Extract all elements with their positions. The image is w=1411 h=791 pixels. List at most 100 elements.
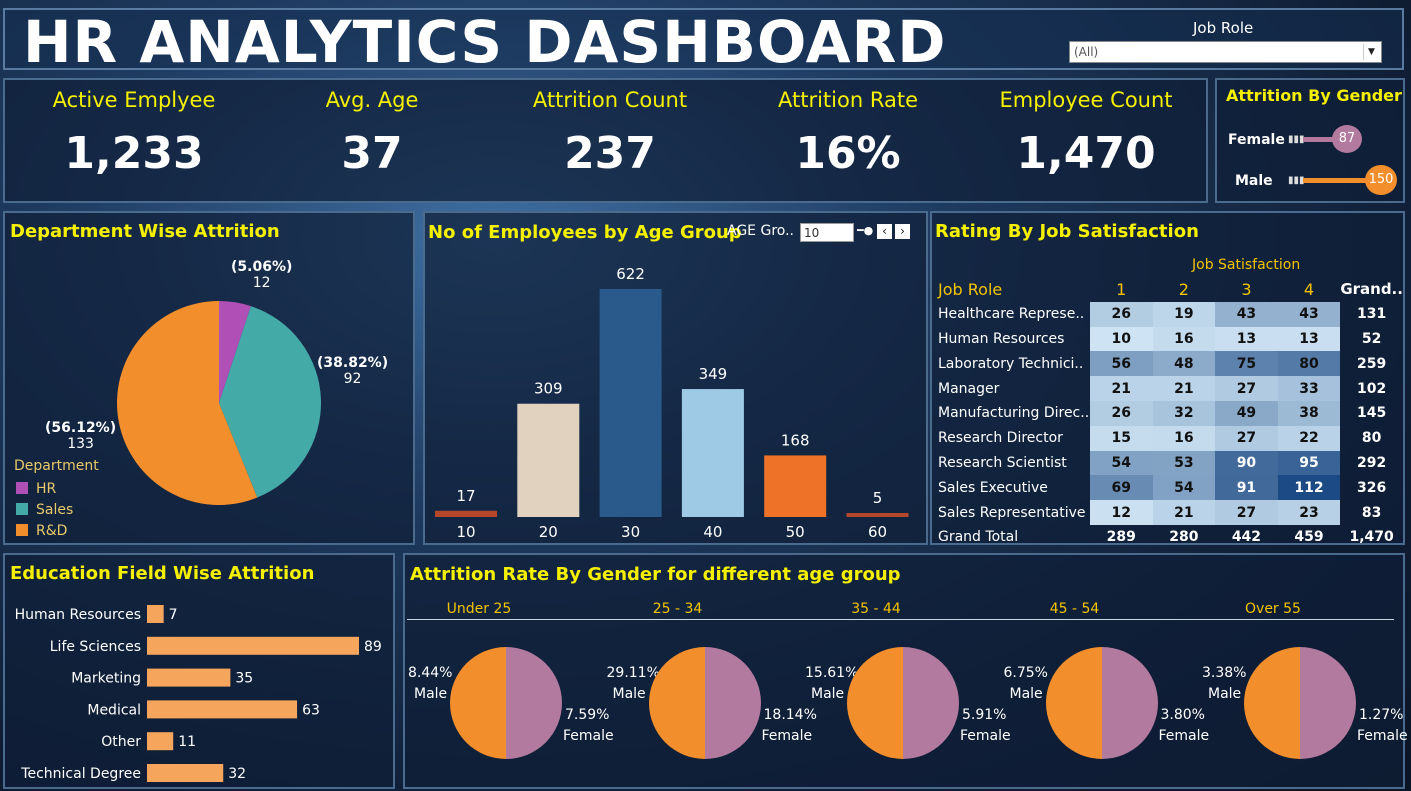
bar-age-30[interactable]: [599, 289, 662, 517]
table-cell[interactable]: 27: [1215, 425, 1278, 451]
table-cell[interactable]: 33: [1277, 376, 1341, 401]
table-cell[interactable]: 90: [1215, 450, 1278, 476]
bar-education[interactable]: [147, 636, 359, 655]
pie-slice-female[interactable]: [506, 647, 562, 759]
table-cell[interactable]: 13: [1277, 326, 1341, 352]
pie-slice-male[interactable]: [847, 647, 903, 759]
department-pie-chart: [116, 301, 321, 505]
table-cell[interactable]: 32: [1152, 400, 1216, 426]
pie-slice-hr[interactable]: [219, 301, 251, 403]
table-cell[interactable]: 75: [1215, 351, 1278, 377]
gender-value-male[interactable]: 150: [1365, 165, 1397, 195]
pie-slice-female[interactable]: [903, 647, 959, 759]
bar-age-40[interactable]: [681, 389, 744, 517]
row-label: Research Scientist: [938, 454, 1067, 471]
table-cell[interactable]: 43: [1215, 301, 1278, 327]
job-role-filter-dropdown[interactable]: (All) ▼: [1069, 41, 1382, 63]
bar-age-10[interactable]: [435, 510, 497, 517]
table-row[interactable]: Research Scientist 54 53 90 95 292: [936, 450, 1403, 476]
pie-slice-sales[interactable]: [219, 306, 321, 498]
legend-item-hr[interactable]: HR: [16, 481, 73, 502]
gender-value-female[interactable]: 87: [1332, 125, 1362, 153]
gender-pie[interactable]: [448, 645, 568, 765]
table-cell[interactable]: 16: [1152, 425, 1216, 451]
pie-slice-female[interactable]: [1300, 647, 1356, 759]
table-cell[interactable]: 12: [1089, 500, 1153, 525]
bar-education[interactable]: [147, 764, 224, 782]
table-cell[interactable]: 10: [1089, 326, 1153, 352]
table-row[interactable]: Manufacturing Direc.. 26 32 49 38 145: [936, 400, 1403, 426]
pie-slice-rd[interactable]: [116, 301, 258, 505]
pie-slice-male[interactable]: [648, 647, 705, 759]
table-cell[interactable]: 112: [1277, 475, 1341, 501]
table-cell[interactable]: 21: [1152, 376, 1216, 401]
bar-age-50[interactable]: [764, 455, 827, 517]
table-cell[interactable]: 56: [1089, 351, 1153, 377]
table-cell[interactable]: 91: [1215, 475, 1278, 501]
table-cell[interactable]: 80: [1277, 351, 1341, 377]
table-row[interactable]: Research Director 15 16 27 22 80: [936, 425, 1403, 451]
pie-slice-male[interactable]: [1045, 647, 1102, 759]
male-pct: 6.75%: [1003, 665, 1048, 681]
pie-slice-female[interactable]: [1101, 647, 1158, 759]
table-cell[interactable]: 54: [1152, 475, 1216, 501]
table-cell[interactable]: 15: [1089, 425, 1153, 451]
kpi-label: Avg. Age: [325, 88, 419, 112]
legend-swatch: [16, 503, 28, 515]
gender-bar-female[interactable]: [1303, 137, 1351, 142]
gender-pie[interactable]: [1242, 645, 1362, 765]
table-cell[interactable]: 38: [1277, 400, 1341, 426]
bar-education[interactable]: [147, 732, 174, 751]
legend-item-sales[interactable]: Sales: [16, 502, 73, 523]
table-row[interactable]: Manager 21 21 27 33 102: [936, 376, 1403, 401]
table-cell[interactable]: 95: [1277, 450, 1341, 476]
table-cell[interactable]: 13: [1215, 326, 1278, 352]
table-cell[interactable]: 16: [1152, 326, 1216, 352]
age-group-param-input[interactable]: 10: [800, 223, 854, 242]
pie-slice-male[interactable]: [1244, 647, 1300, 759]
table-cell[interactable]: 48: [1152, 351, 1216, 377]
slider-icon[interactable]: ━●: [857, 224, 874, 237]
table-cell[interactable]: 21: [1152, 500, 1216, 525]
table-cell[interactable]: 27: [1215, 500, 1278, 525]
table-cell[interactable]: 23: [1277, 500, 1341, 525]
table-cell[interactable]: 54: [1089, 450, 1153, 476]
table-cell[interactable]: 49: [1215, 400, 1278, 426]
pie-slice-female[interactable]: [704, 647, 761, 759]
table-cell[interactable]: 19: [1152, 301, 1216, 327]
table-cell[interactable]: 69: [1089, 475, 1153, 501]
table-cell[interactable]: 26: [1089, 400, 1153, 426]
header-bar: HR ANALYTICS DASHBOARD Job Role (All) ▼: [3, 8, 1404, 76]
gender-pie[interactable]: [647, 645, 767, 765]
bar-age-20[interactable]: [517, 403, 580, 517]
bar-category-label: Marketing: [71, 671, 141, 687]
table-row[interactable]: Human Resources 10 16 13 13 52: [936, 326, 1403, 352]
chevron-right-icon[interactable]: ›: [895, 224, 910, 239]
bar-education[interactable]: [147, 605, 164, 623]
table-cell[interactable]: 27: [1215, 376, 1278, 401]
gender-pie[interactable]: [845, 645, 965, 765]
table-row[interactable]: Sales Executive 69 54 91 112 326: [936, 475, 1403, 501]
gender-bar-male[interactable]: [1303, 178, 1381, 183]
legend-item-rd[interactable]: R&D: [16, 523, 73, 544]
female-pct: 1.27%: [1359, 707, 1404, 723]
job-role-filter-value: (All): [1074, 45, 1099, 59]
table-row[interactable]: Sales Representative 12 21 27 23 83: [936, 500, 1403, 525]
bar-education[interactable]: [147, 700, 298, 719]
bar-education[interactable]: [147, 668, 231, 687]
chevron-down-icon[interactable]: ▼: [1363, 44, 1379, 60]
table-cell[interactable]: 53: [1152, 450, 1216, 476]
bar-value-label: 35: [235, 671, 253, 687]
attrition-by-gender-panel: Attrition By Gender Female ▮▮▮ 87 Male ▮…: [1215, 78, 1405, 203]
bar-age-60[interactable]: [846, 513, 909, 517]
table-cell[interactable]: 26: [1089, 301, 1153, 327]
table-cell[interactable]: 43: [1277, 301, 1341, 327]
table-cell[interactable]: 22: [1277, 425, 1341, 451]
kpi-label: Attrition Count: [532, 88, 688, 112]
table-row[interactable]: Healthcare Represe.. 26 19 43 43 131: [936, 301, 1403, 327]
gender-pie[interactable]: [1044, 645, 1164, 765]
pie-slice-male[interactable]: [450, 647, 506, 759]
table-row[interactable]: Laboratory Technici.. 56 48 75 80 259: [936, 351, 1403, 377]
table-cell[interactable]: 21: [1089, 376, 1153, 401]
chevron-left-icon[interactable]: ‹: [877, 224, 892, 239]
